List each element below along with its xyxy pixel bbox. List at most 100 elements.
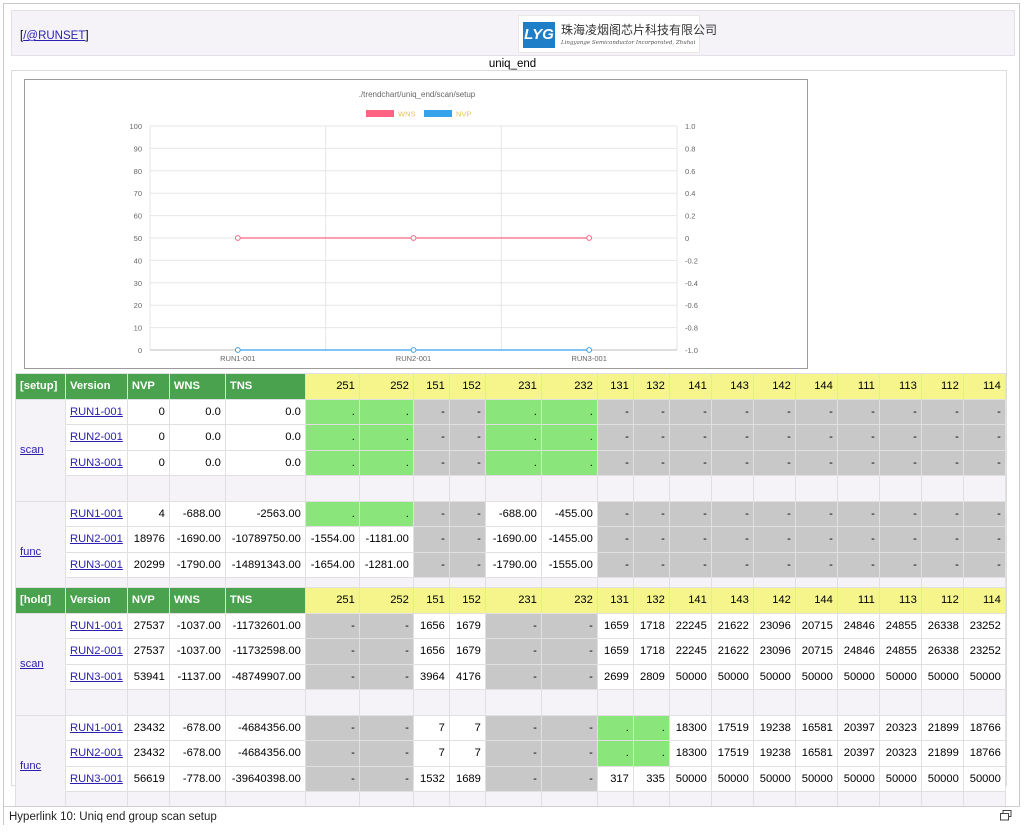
metric-cell: -: [448, 500, 486, 527]
metric-cell: 50000: [752, 765, 796, 792]
metric-cell: -: [304, 663, 360, 690]
metric-cell: -: [710, 526, 754, 553]
metric-cell: -: [710, 398, 754, 425]
version-cell: RUN3-001: [65, 663, 128, 690]
separator-cell: [126, 475, 170, 502]
metric-cell: 50000: [878, 663, 922, 690]
table-row: RUN2-001 27537 -1037.00 -11732598.00- -1656 1…: [16, 638, 1006, 665]
wns-cell: -1037.00: [168, 612, 226, 639]
version-link[interactable]: RUN3-001: [70, 558, 123, 571]
report-header: [/@RUNSET] LYG 珠海凌烟阁芯片科技有限公司 Lingyange S…: [11, 10, 1015, 56]
metric-cell: 21622: [710, 638, 754, 665]
column-header: 144: [794, 587, 838, 614]
metric-cell: -: [668, 398, 712, 425]
metric-cell: 50000: [794, 663, 838, 690]
window-restore-icon[interactable]: [1000, 810, 1012, 821]
tns-cell: -39640398.00: [224, 765, 306, 792]
metric-cell: 1718: [632, 638, 670, 665]
version-link[interactable]: RUN2-001: [70, 747, 123, 760]
y-right-tick-label: 0.6: [685, 167, 695, 176]
metric-cell: 20323: [878, 740, 922, 767]
separator-cell: [962, 475, 1006, 502]
metric-cell: 21622: [710, 612, 754, 639]
table-row: RUN3-001 0 0.0 0.0.. - -.. - - - - - - - - - -: [16, 449, 1006, 476]
metric-cell: 23252: [962, 612, 1006, 639]
metric-cell: .: [632, 740, 670, 767]
metric-cell: -: [358, 740, 414, 767]
separator-cell: [878, 689, 922, 716]
column-header: 144: [794, 373, 838, 400]
metric-cell: -: [920, 398, 964, 425]
metric-cell: -: [920, 526, 964, 553]
version-link[interactable]: RUN3-001: [70, 456, 123, 469]
metric-cell: 1718: [632, 612, 670, 639]
column-header: 232: [540, 587, 598, 614]
metric-cell: .: [484, 398, 542, 425]
metric-cell: -: [540, 663, 598, 690]
y-right-tick-label: 0: [685, 234, 689, 243]
runset-link-wrapper: [/@RUNSET]: [20, 30, 89, 42]
metric-cell: 1532: [412, 765, 450, 792]
metric-cell: -1181.00: [358, 526, 414, 553]
group-link-scan[interactable]: scan: [20, 444, 44, 456]
version-link[interactable]: RUN2-001: [70, 431, 123, 444]
nvp-cell: 23432: [126, 740, 170, 767]
column-header: 152: [448, 587, 486, 614]
column-header: WNS: [168, 373, 226, 400]
column-header: 232: [540, 373, 598, 400]
column-header: 231: [484, 587, 542, 614]
y-right-tick-label: 0.2: [685, 212, 695, 221]
metric-cell: 20715: [794, 638, 838, 665]
table-header-row: [setup] Version NVP WNS TNS 251 252 151 152 231 23…: [15, 373, 1006, 400]
trend-chart-svg: ./trendchart/uniq_end/scan/setup WNS NVP 0 1…: [129, 90, 697, 363]
metric-cell: -: [752, 424, 796, 451]
metric-cell: -: [448, 526, 486, 553]
column-header: 251: [304, 587, 360, 614]
metric-cell: -: [962, 500, 1006, 527]
column-header: WNS: [168, 587, 226, 614]
nvp-cell: 56619: [126, 765, 170, 792]
nvp-cell: 18976: [126, 526, 170, 553]
metric-cell: -: [836, 449, 880, 476]
metric-cell: -: [962, 449, 1006, 476]
metric-cell: 23096: [752, 612, 796, 639]
separator-cell: [168, 689, 226, 716]
metric-cell: .: [540, 449, 598, 476]
group-link-scan[interactable]: scan: [20, 658, 44, 670]
legend-swatch-wns: [366, 110, 394, 117]
table-row: scan RUN1-001 0 0.0 0.0.. - -.. - - - - - - - - - -: [15, 398, 1006, 502]
version-cell: RUN2-001: [65, 526, 128, 553]
metric-cell: -: [752, 398, 796, 425]
column-header: 152: [448, 373, 486, 400]
version-link[interactable]: RUN1-001: [70, 507, 123, 520]
separator-cell: [878, 475, 922, 502]
metric-cell: -1790.00: [484, 551, 542, 578]
metric-cell: -1281.00: [358, 551, 414, 578]
legend-label-wns: WNS: [398, 110, 416, 119]
version-link[interactable]: RUN1-001: [70, 721, 123, 734]
table-row: RUN3-001 56619 -778.00 -39640398.00- -1532 16…: [16, 765, 1006, 792]
metric-cell: -: [596, 449, 634, 476]
metric-cell: 50000: [710, 765, 754, 792]
y-left-tick-label: 0: [138, 346, 142, 355]
metric-cell: -: [484, 612, 542, 639]
version-link[interactable]: RUN1-001: [70, 619, 123, 632]
version-link[interactable]: RUN2-001: [70, 533, 123, 546]
metric-cell: 50000: [752, 663, 796, 690]
metric-cell: 4176: [448, 663, 486, 690]
group-link-func[interactable]: func: [20, 546, 42, 558]
version-link[interactable]: RUN1-001: [70, 405, 123, 418]
y-left-tick-label: 30: [134, 279, 142, 288]
group-link-func[interactable]: func: [20, 760, 42, 772]
metric-cell: -: [540, 612, 598, 639]
version-link[interactable]: RUN3-001: [70, 772, 123, 785]
runset-link[interactable]: /@RUNSET: [23, 30, 86, 42]
company-logo: LYG 珠海凌烟阁芯片科技有限公司 Lingyange Semiconducto…: [518, 15, 717, 53]
version-link[interactable]: RUN3-001: [70, 670, 123, 683]
y-left-tick-label: 60: [134, 212, 142, 221]
nvp-cell: 27537: [126, 612, 170, 639]
metric-cell: 50000: [920, 765, 964, 792]
y-right-tick-label: 1.0: [685, 122, 695, 131]
separator-cell: [632, 689, 670, 716]
version-link[interactable]: RUN2-001: [70, 645, 123, 658]
